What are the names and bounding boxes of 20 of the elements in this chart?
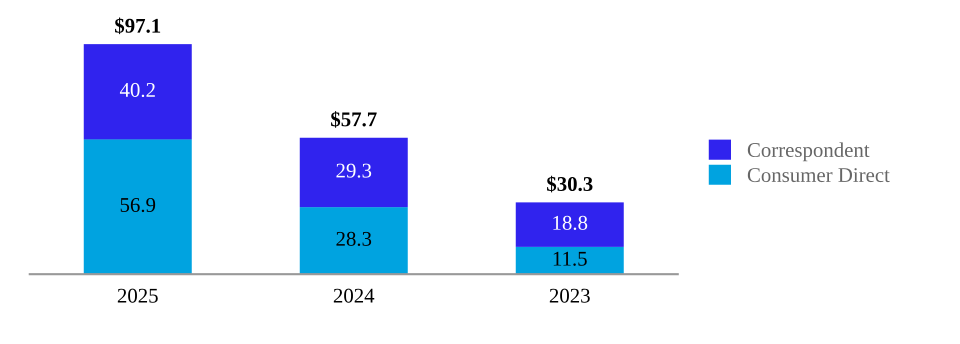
total-label: $30.3 — [547, 176, 592, 192]
data-label: 56.9 — [120, 198, 156, 212]
bar — [300, 207, 408, 274]
x-tick-label: 2023 — [550, 288, 590, 303]
total-label: $57.7 — [331, 111, 377, 128]
data-label: 28.3 — [336, 232, 372, 246]
bar — [516, 246, 624, 274]
total-label: $97.1 — [115, 18, 160, 34]
bar — [300, 138, 408, 208]
data-label: 18.8 — [553, 216, 588, 230]
bar — [84, 44, 192, 140]
bar — [84, 139, 192, 274]
legend-label: Consumer Direct — [748, 168, 890, 182]
data-label: 29.3 — [336, 164, 372, 178]
data-label: 40.2 — [120, 82, 155, 98]
bar — [516, 202, 624, 247]
x-tick-label: 2025 — [118, 288, 158, 303]
data-label: 11.5 — [554, 252, 587, 266]
x-tick-label: 2024 — [334, 288, 374, 303]
legend-label: Correspondent — [748, 142, 870, 162]
